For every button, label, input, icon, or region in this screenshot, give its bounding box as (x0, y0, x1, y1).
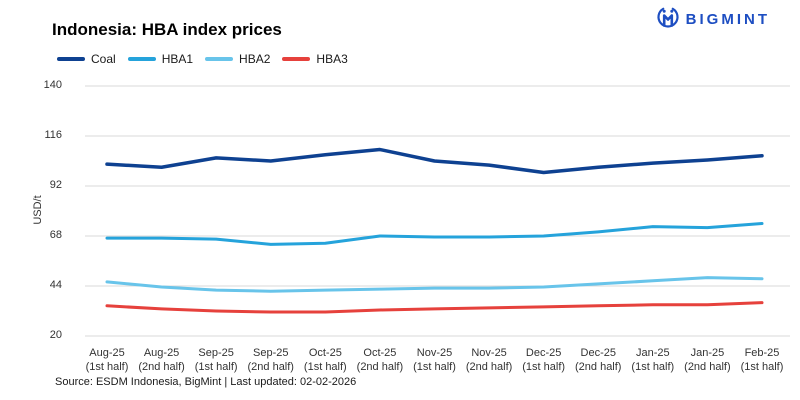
x-tick-label: Jan-25 (1st half) (631, 347, 675, 374)
series-line-hba1 (105, 222, 764, 246)
x-tick-label: Nov-25 (1st half) (413, 347, 456, 374)
legend-label: HBA3 (316, 52, 348, 66)
y-tick-label: 140 (43, 79, 62, 91)
legend-swatch (57, 57, 85, 61)
legend-item-hba3[interactable]: HBA3 (282, 52, 348, 66)
x-tick-label: Sep-25 (2nd half) (247, 347, 294, 374)
legend-item-coal[interactable]: Coal (57, 52, 116, 66)
y-tick-label: 44 (49, 279, 62, 291)
y-tick-label: 20 (49, 329, 62, 341)
x-tick-label: Dec-25 (1st half) (522, 347, 566, 374)
brand-name: BIGMINT (685, 10, 770, 28)
y-tick-label: 68 (49, 229, 62, 241)
x-tick-label: Aug-25 (1st half) (85, 347, 129, 374)
source-note: Source: ESDM Indonesia, BigMint | Last u… (55, 376, 357, 388)
legend-swatch (127, 57, 156, 61)
bigmint-logo-icon (656, 6, 680, 32)
series-line-coal (105, 147, 764, 175)
x-tick-label: Aug-25 (2nd half) (138, 347, 185, 374)
x-tick-label: Feb-25 (1st half) (740, 347, 784, 374)
x-tick-label: Dec-25 (2nd half) (575, 347, 622, 374)
chart-title: Indonesia: HBA index prices (52, 20, 282, 39)
series-line-hba3 (105, 301, 764, 314)
series-line-hba2 (105, 276, 764, 293)
x-tick-label: Jan-25 (2nd half) (684, 347, 731, 374)
legend-label: HBA1 (161, 52, 194, 66)
x-tick-label: Nov-25 (2nd half) (465, 347, 513, 374)
legend-swatch (282, 57, 311, 61)
y-tick-label: 116 (44, 129, 62, 141)
legend-label: Coal (91, 52, 116, 66)
legend-item-hba1[interactable]: HBA1 (127, 52, 194, 66)
x-tick-label: Sep-25 (1st half) (194, 347, 238, 374)
chart-legend: Coal HBA1 HBA2 HBA3 (57, 52, 360, 66)
y-axis-label: USD/t (32, 195, 44, 225)
legend-swatch (205, 57, 234, 61)
legend-item-hba2[interactable]: HBA2 (205, 52, 270, 66)
brand-logo: BIGMINT (656, 6, 770, 32)
x-tick-label: Oct-25 (2nd half) (356, 347, 404, 374)
legend-label: HBA2 (239, 52, 271, 66)
x-tick-label: Oct-25 (1st half) (303, 347, 347, 374)
y-tick-label: 92 (49, 179, 62, 191)
